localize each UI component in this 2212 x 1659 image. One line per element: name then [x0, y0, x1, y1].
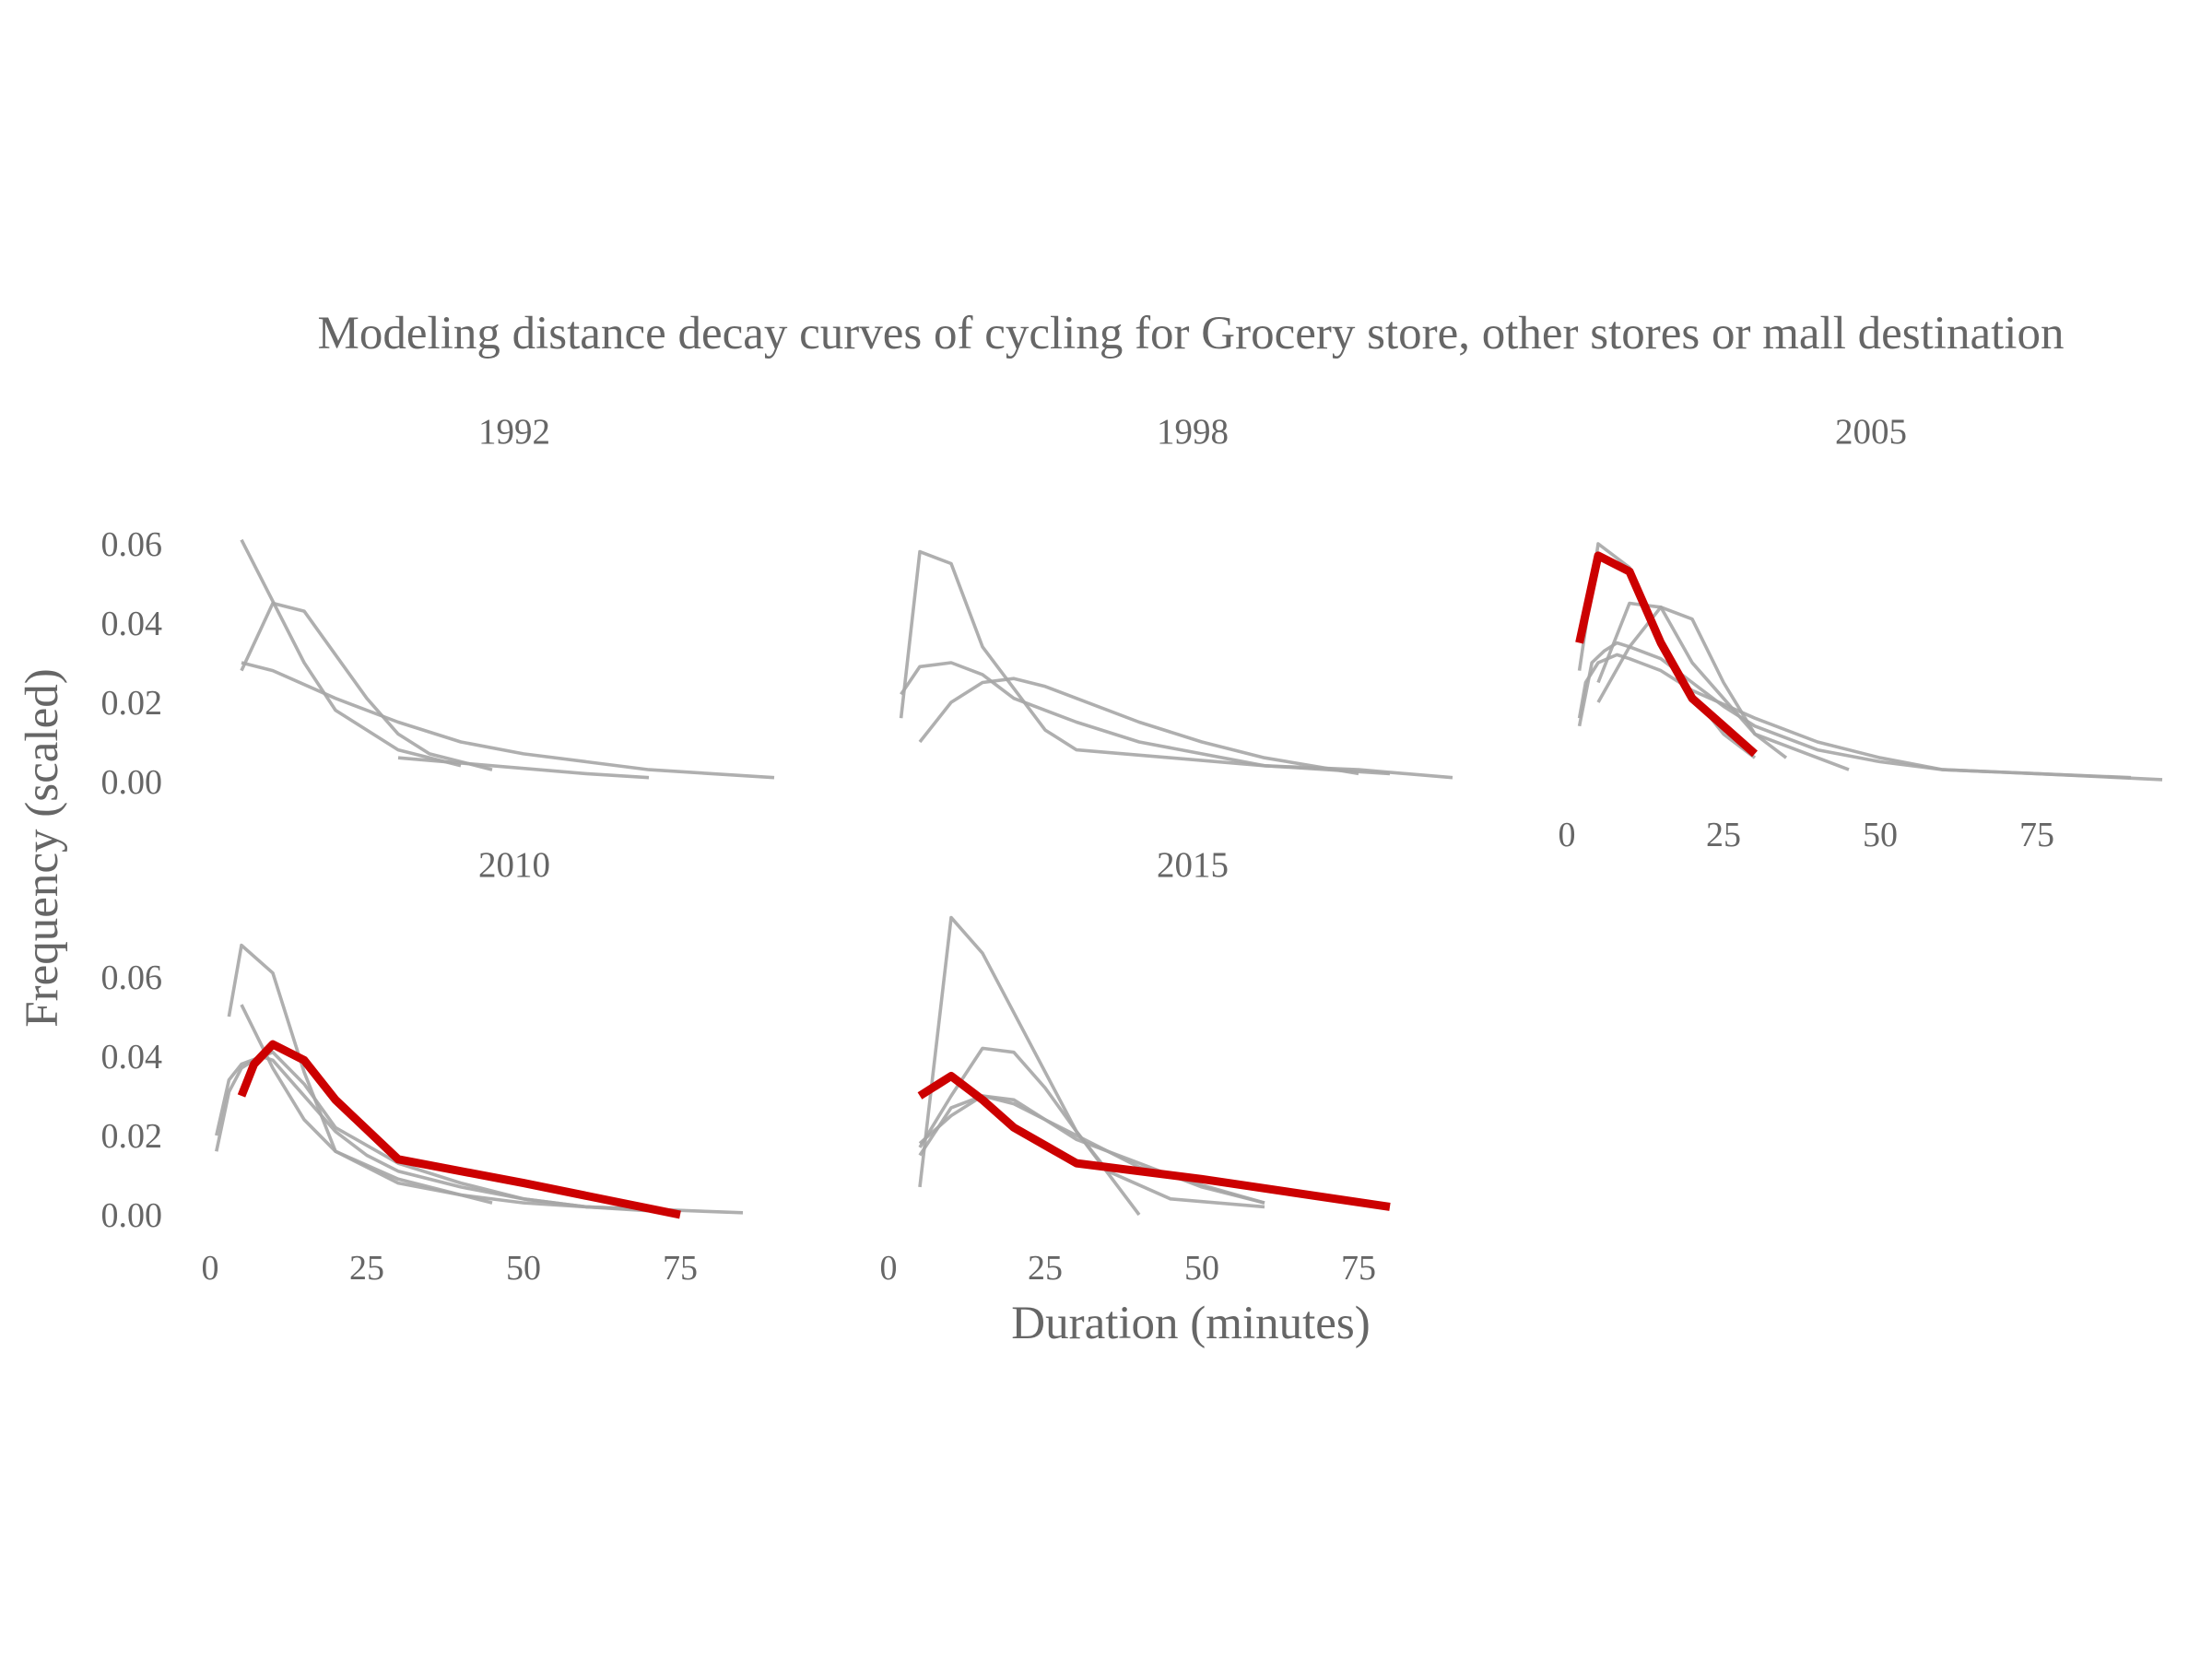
facet-strip-label: 2010 [478, 845, 550, 885]
x-tick-label: 0 [1559, 816, 1576, 854]
facet-panel-1998: 1998 [899, 412, 1453, 780]
y-tick-label: 0.06 [101, 525, 163, 564]
facet-strip-label: 2015 [1157, 845, 1229, 885]
x-tick-label: 0 [880, 1249, 898, 1288]
background-curve [397, 756, 650, 780]
y-axis-title: Frequency (scaled) [17, 668, 68, 1027]
facet-panel-2005: 2005 0 25 50 75 [1559, 412, 2163, 854]
highlight-curve [237, 1040, 681, 1219]
y-tick-label: 0.00 [101, 1196, 163, 1235]
x-tick-label: 25 [1706, 816, 1741, 854]
x-tick-label: 75 [2019, 816, 2054, 854]
facet-panel-2010: 2010 0.00 0.02 0.04 0.06 0 25 50 75 [101, 845, 744, 1288]
chart-title: Modeling distance decay curves of cyclin… [318, 308, 2065, 359]
background-curve [241, 661, 775, 780]
facet-panels: 1992 0.00 0.02 0.04 0.06 1998 2005 0 25 50 75 2010 0… [101, 412, 2163, 1288]
background-curve [1596, 601, 1850, 771]
background-curve [899, 549, 1391, 776]
background-curve [918, 677, 1359, 776]
background-curve [240, 601, 493, 771]
background-curve [240, 1004, 493, 1205]
y-tick-label: 0.02 [101, 684, 163, 723]
x-axis-title: Duration (minutes) [1011, 1298, 1371, 1349]
x-tick-label: 25 [1028, 1249, 1063, 1288]
background-curve [227, 943, 744, 1215]
background-curve [900, 661, 1453, 780]
facet-strip-label: 2005 [1835, 412, 1907, 452]
background-curve [1577, 641, 2163, 782]
x-tick-label: 50 [1184, 1249, 1219, 1288]
highlight-curve [1575, 551, 1758, 758]
x-tick-label: 75 [663, 1249, 698, 1288]
y-tick-label: 0.02 [101, 1117, 163, 1156]
facet-panel-1992: 1992 0.00 0.02 0.04 0.06 [101, 412, 775, 802]
x-tick-label: 0 [202, 1249, 219, 1288]
x-tick-label: 50 [1863, 816, 1898, 854]
background-curve [240, 538, 462, 768]
y-tick-label: 0.04 [101, 605, 163, 643]
y-tick-label: 0.04 [101, 1038, 163, 1077]
x-tick-label: 75 [1341, 1249, 1376, 1288]
background-curve [1577, 653, 2132, 780]
x-tick-label: 50 [506, 1249, 541, 1288]
facet-strip-label: 1998 [1157, 412, 1229, 452]
facet-strip-label: 1992 [478, 412, 550, 452]
y-tick-label: 0.06 [101, 959, 163, 997]
highlight-curve [917, 1072, 1391, 1211]
background-curve [215, 1054, 681, 1213]
x-tick-label: 25 [349, 1249, 384, 1288]
y-tick-label: 0.00 [101, 763, 163, 802]
facet-panel-2015: 2015 0 25 50 75 [880, 845, 1391, 1288]
